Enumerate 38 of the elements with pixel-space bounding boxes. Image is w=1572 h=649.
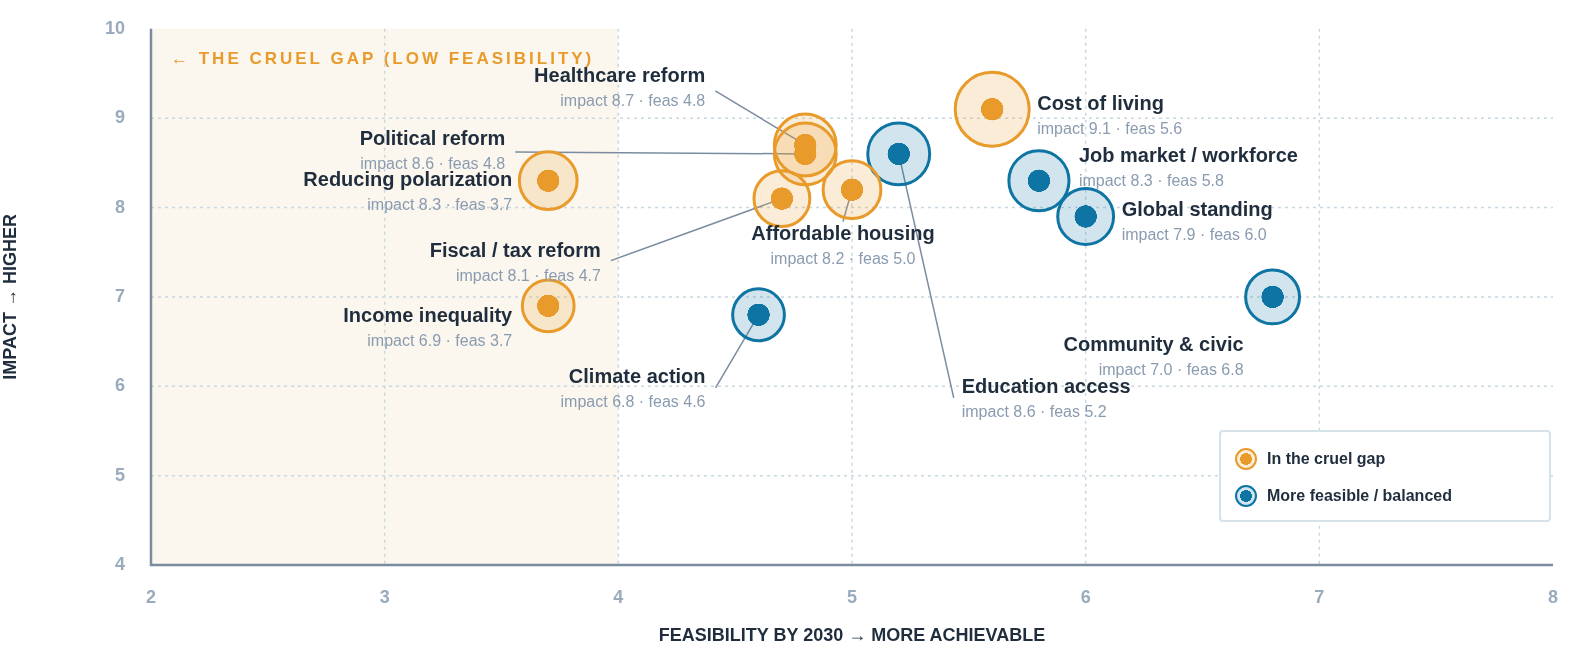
data-label: impact 6.8 · feas 4.6 bbox=[560, 393, 706, 411]
annotation: Income inequality bbox=[343, 304, 514, 327]
data-label: impact 7.9 · feas 6.0 bbox=[1121, 225, 1267, 243]
legend-label: More feasible / balanced bbox=[1267, 486, 1452, 505]
x-tick-label: 7 bbox=[1314, 586, 1325, 607]
x-tick-label: 5 bbox=[846, 586, 858, 607]
annotation: Cost of living bbox=[1037, 91, 1164, 114]
y-tick-label: 5 bbox=[114, 464, 125, 485]
data-label: impact 7.0 · feas 6.8 bbox=[1098, 361, 1244, 379]
annotation: Fiscal / tax reform bbox=[429, 239, 601, 262]
data-label: impact 9.1 · feas 5.6 bbox=[1037, 119, 1183, 137]
data-label: impact 6.9 · feas 3.7 bbox=[367, 332, 513, 350]
annotation: Global standing bbox=[1121, 197, 1273, 220]
x-tick-label: 8 bbox=[1547, 586, 1558, 607]
annotation: Community & civic bbox=[1063, 333, 1244, 356]
x-tick-label: 4 bbox=[613, 586, 624, 607]
annotation: Political reform bbox=[359, 127, 506, 150]
data-label: impact 8.3 · feas 5.8 bbox=[1078, 172, 1224, 190]
x-axis-title: FEASIBILITY BY 2030 → MORE ACHIEVABLE bbox=[658, 625, 1046, 646]
annotation: Job market / workforce bbox=[1078, 144, 1298, 167]
x-tick-label: 3 bbox=[379, 586, 390, 607]
y-tick-label: 9 bbox=[114, 107, 125, 128]
annotation: Affordable housing bbox=[751, 222, 935, 245]
data-label: impact 8.2 · feas 5.0 bbox=[770, 250, 916, 268]
data-label: impact 8.7 · feas 4.8 bbox=[560, 92, 706, 110]
legend-label: In the cruel gap bbox=[1267, 449, 1386, 468]
y-tick-label: 6 bbox=[114, 375, 125, 396]
y-tick-label: 4 bbox=[114, 553, 125, 574]
x-tick-label: 6 bbox=[1080, 586, 1091, 607]
data-label: impact 8.1 · feas 4.7 bbox=[455, 267, 601, 284]
y-tick-label: 8 bbox=[114, 196, 125, 217]
annotation: Climate action bbox=[568, 365, 706, 388]
data-label: impact 8.3 · feas 3.7 bbox=[367, 196, 513, 214]
y-axis-title: IMPACT → HIGHER bbox=[0, 214, 20, 380]
y-tick-label: 10 bbox=[104, 17, 125, 38]
x-tick-label: 2 bbox=[145, 586, 157, 607]
data-label: impact 8.6 · feas 5.2 bbox=[961, 403, 1107, 421]
y-tick-label: 7 bbox=[114, 285, 125, 306]
